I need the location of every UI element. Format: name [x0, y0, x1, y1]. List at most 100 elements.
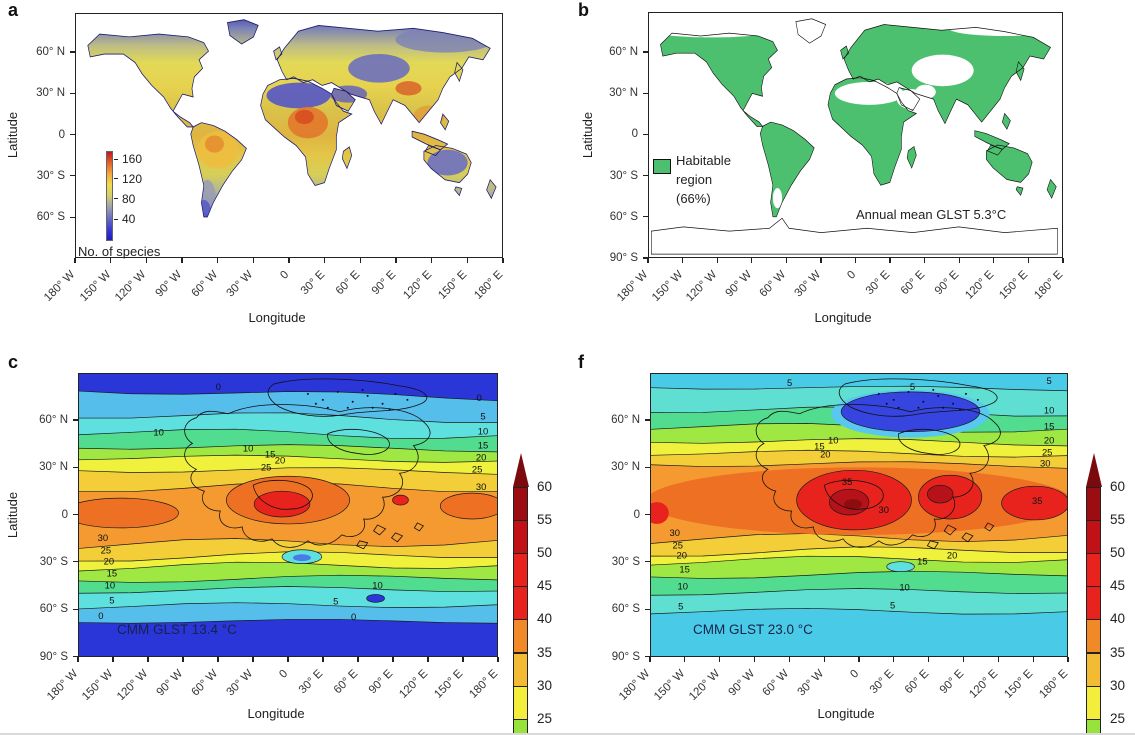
x-tick-mark — [357, 657, 359, 662]
island-dot — [361, 388, 364, 391]
y-tick-label: 60° S — [36, 211, 65, 224]
species-colorbar-caption: No. of species — [78, 244, 161, 259]
x-tick-mark — [958, 258, 960, 263]
contour-label: 5 — [1047, 375, 1052, 386]
paleo-coastline — [390, 532, 404, 543]
paleo-coastline — [252, 479, 313, 510]
panel-c-annotation: CMM GLST 13.4 °C — [117, 622, 237, 637]
contour-label: 25 — [1042, 446, 1052, 457]
paleo-coastline — [755, 404, 1001, 548]
island-dot — [321, 398, 324, 401]
y-tick-label: 90° S — [611, 650, 640, 663]
x-tick-mark — [751, 258, 753, 263]
island-dot — [937, 394, 940, 397]
temp-anomaly-blob — [439, 492, 497, 520]
y-tick-label: 0 — [633, 508, 640, 521]
contour-label: 0 — [98, 611, 103, 622]
colorbar-tick-label: 30 — [537, 677, 553, 693]
panel-a-letter: a — [8, 0, 19, 20]
species-colorbar-label: 40 — [122, 212, 136, 227]
y-tick-mark — [643, 175, 648, 177]
contour-map-f-svg: 5 551015202530151020353530302520151052015… — [651, 374, 1067, 656]
island-dot — [351, 400, 354, 403]
x-tick-mark — [324, 258, 326, 263]
x-tick-mark — [854, 258, 857, 263]
x-tick-mark — [217, 258, 219, 263]
contour-line — [651, 546, 1067, 557]
y-tick-label: 0 — [58, 128, 65, 141]
x-tick-mark — [395, 258, 397, 263]
contour-label: 0 — [476, 393, 481, 404]
y-tick-label: 30° N — [609, 87, 638, 100]
panel-f-x-axis-title: Longitude — [817, 706, 875, 721]
contour-line — [79, 574, 497, 583]
panel-b-habitable-map — [648, 12, 1063, 258]
island-dot — [326, 406, 329, 409]
temp-anomaly-blob — [79, 497, 179, 529]
y-tick-label: 0 — [631, 128, 638, 141]
frame-edge — [0, 733, 1135, 735]
species-richness-fill — [87, 19, 497, 217]
x-tick-mark — [431, 258, 433, 263]
species-map-svg — [87, 19, 497, 218]
panel-f-annotation: CMM GLST 23.0 °C — [693, 622, 813, 637]
contour-label: 5 — [333, 596, 338, 607]
species-colorbar — [106, 151, 113, 241]
x-tick-mark — [502, 258, 504, 263]
x-tick-mark — [962, 657, 965, 662]
x-tick-mark — [217, 657, 219, 662]
colorbar-tick-label: 25 — [1110, 710, 1126, 726]
island-dot — [959, 408, 962, 411]
paleo-coastline — [413, 522, 424, 532]
y-tick-label: 60° S — [611, 603, 640, 616]
x-tick-mark — [110, 258, 112, 263]
species-colorbar-dash — [114, 158, 118, 160]
contour-label: 25 — [101, 546, 112, 557]
y-tick-mark — [645, 561, 650, 563]
x-tick-label: 180° W — [44, 667, 81, 704]
colorbar-segment — [1086, 586, 1101, 621]
contour-line — [651, 588, 1067, 596]
x-tick-mark — [928, 657, 930, 662]
contour-line — [651, 438, 1067, 447]
temp-band — [651, 608, 1067, 656]
temp-anomaly-blob — [392, 494, 409, 506]
x-tick-mark — [1062, 258, 1064, 263]
colorbar-tick-label: 30 — [1110, 677, 1126, 693]
x-tick-mark — [74, 258, 76, 263]
contour-label: 10 — [372, 580, 383, 591]
x-tick-mark — [681, 258, 684, 263]
colorbar-tick-label: 40 — [1110, 611, 1126, 627]
x-tick-mark — [649, 657, 651, 662]
contour-label: 25 — [472, 464, 483, 475]
x-tick-mark — [993, 258, 995, 263]
paleo-coastline — [926, 540, 939, 550]
contour-line — [651, 570, 1067, 579]
y-tick-mark — [645, 608, 650, 610]
island-dot — [394, 392, 397, 395]
y-tick-mark — [70, 51, 75, 53]
contour-label: 15 — [814, 440, 824, 451]
paleo-coastline — [838, 378, 998, 417]
x-tick-mark — [924, 258, 926, 263]
island-dot — [366, 394, 369, 397]
contour-label: 25 — [673, 540, 683, 551]
colorbar-tick-label: 50 — [537, 545, 553, 561]
contour-line — [79, 467, 497, 475]
panel-c-contour-map: 0 0 10 5 10 15 20 25 30 10 15 20 25 30 25 20 15 10 5 0 10 5 0 … — [78, 373, 498, 657]
contour-label: 20 — [275, 455, 286, 466]
y-tick-label: 30° N — [36, 87, 65, 100]
contour-line — [651, 461, 1067, 469]
x-tick-mark — [181, 258, 183, 263]
y-tick-mark — [73, 561, 78, 563]
contour-label: 20 — [820, 448, 830, 459]
x-tick-mark — [392, 657, 394, 662]
colorbar-segment — [1086, 718, 1101, 735]
island-dot — [877, 392, 880, 395]
contour-line — [79, 586, 497, 594]
x-tick-mark — [147, 657, 149, 662]
contour-label: 30 — [670, 527, 680, 538]
panel-a-species-map: 160 120 80 40 No. of species — [75, 13, 503, 259]
contour-label: 20 — [676, 550, 686, 561]
